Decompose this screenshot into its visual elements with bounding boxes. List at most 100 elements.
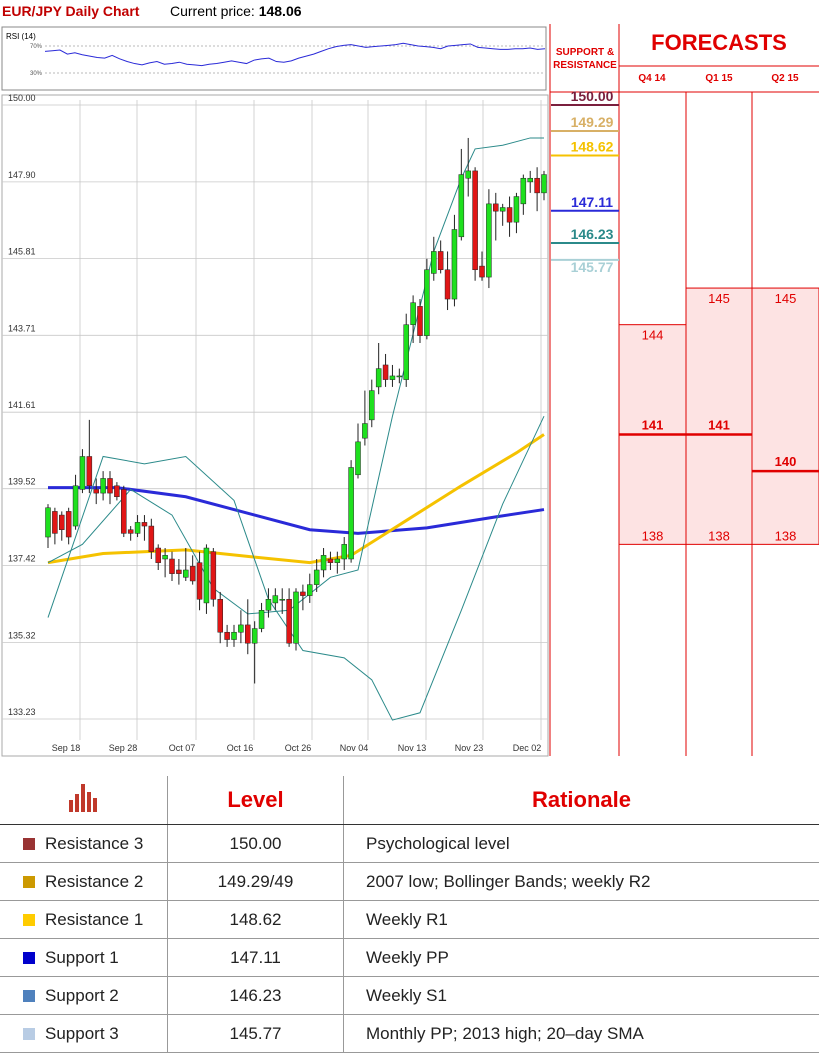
candle-body	[404, 325, 409, 380]
y-tick-label: 133.23	[8, 707, 36, 717]
candle-body	[356, 442, 361, 475]
candle-body	[307, 585, 312, 596]
x-tick-label: Oct 16	[227, 743, 254, 753]
candle-body	[314, 570, 319, 585]
candle-body	[87, 456, 92, 485]
candle-body	[335, 559, 340, 563]
candle-body	[369, 391, 374, 420]
candle-body	[238, 625, 243, 632]
candle-body	[156, 548, 161, 563]
candle-body	[349, 467, 354, 559]
candle-body	[176, 570, 181, 574]
forecast-mid-label: 141	[642, 418, 664, 433]
x-tick-label: Nov 23	[455, 743, 484, 753]
candle-body	[376, 369, 381, 387]
candle-body	[197, 563, 202, 600]
forecast-low-label: 138	[708, 528, 730, 543]
candle-body	[452, 229, 457, 299]
candle-body	[183, 570, 188, 577]
candle-body	[424, 270, 429, 336]
forecast-mid-label: 141	[708, 418, 730, 433]
y-tick-label: 145.81	[8, 246, 36, 256]
candle-body	[163, 555, 168, 559]
column-header-rationale: Rationale	[344, 776, 819, 825]
quarter-label-q1-15: Q1 15	[686, 73, 752, 84]
color-swatch	[23, 990, 35, 1002]
table-logo-cell	[0, 776, 168, 825]
candle-body	[500, 208, 505, 212]
candle-body	[114, 486, 119, 497]
chart-svg: RSI (14) 70% 30% 150.00147.90145.81143.7…	[0, 0, 819, 760]
y-tick-label: 135.32	[8, 630, 36, 640]
rsi-label: RSI (14)	[6, 32, 36, 41]
x-tick-label: Oct 07	[169, 743, 196, 753]
candle-body	[514, 197, 519, 223]
forecast-range-box	[686, 288, 752, 544]
candle-body	[211, 552, 216, 600]
color-swatch	[23, 952, 35, 964]
candle-body	[473, 171, 478, 270]
candle-body	[528, 178, 533, 182]
support-resistance-header: SUPPORT & RESISTANCE	[551, 46, 619, 72]
x-tick-label: Oct 26	[285, 743, 312, 753]
y-tick-label: 150.00	[8, 93, 36, 103]
bar-chart-icon	[67, 782, 101, 812]
candle-body	[266, 599, 271, 610]
forecast-mid-label: 140	[775, 454, 797, 469]
candle-body	[493, 204, 498, 211]
candle-body	[411, 303, 416, 325]
y-tick-label: 137.42	[8, 554, 36, 564]
candle-body	[135, 522, 140, 533]
quarter-label-q2-15: Q2 15	[752, 73, 818, 84]
rsi-level-30: 30%	[30, 71, 43, 77]
price-panel-frame	[2, 95, 548, 756]
candle-body	[46, 508, 51, 537]
candle-body	[73, 486, 78, 526]
candle-body	[190, 566, 195, 581]
forecast-high-label: 145	[775, 291, 797, 306]
candle-body	[94, 489, 99, 493]
forecast-low-label: 138	[642, 528, 664, 543]
candle-body	[507, 208, 512, 223]
candle-body	[273, 596, 278, 603]
forecast-range-box	[752, 288, 819, 544]
candle-body	[80, 456, 85, 489]
candle-body	[542, 175, 547, 193]
candle-body	[280, 599, 285, 600]
candle-body	[328, 559, 333, 563]
candle-body	[466, 171, 471, 178]
x-tick-label: Nov 04	[340, 743, 369, 753]
rsi-frame	[2, 27, 546, 90]
candle-body	[480, 266, 485, 277]
candle-body	[149, 526, 154, 552]
candle-body	[445, 270, 450, 299]
candle-body	[383, 365, 388, 380]
candle-body	[128, 530, 133, 534]
candle-body	[287, 599, 292, 643]
candle-body	[418, 306, 423, 335]
candle-body	[245, 625, 250, 643]
color-swatch	[23, 876, 35, 888]
forecasts-title: FORECASTS	[619, 30, 819, 56]
candle-body	[321, 555, 326, 570]
sr-level-label: 148.62	[571, 139, 614, 155]
y-tick-label: 141.61	[8, 400, 36, 410]
rsi-panel: RSI (14) 70% 30%	[2, 27, 546, 90]
candle-body	[121, 489, 126, 533]
candle-body	[362, 424, 367, 439]
x-tick-label: Sep 18	[52, 743, 81, 753]
color-swatch	[23, 838, 35, 850]
candle-body	[535, 178, 540, 193]
sr-level-label: 150.00	[571, 88, 614, 104]
x-tick-label: Dec 02	[513, 743, 542, 753]
levels-table-header: Level Rationale	[0, 776, 819, 825]
candle-body	[390, 376, 395, 380]
candle-body	[300, 592, 305, 596]
